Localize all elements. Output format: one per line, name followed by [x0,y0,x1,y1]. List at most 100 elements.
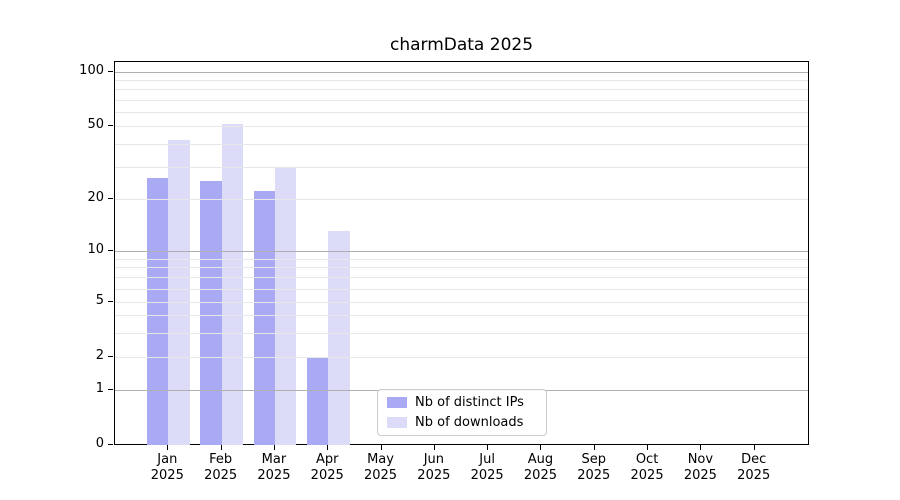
y-tick-mark [108,71,113,72]
x-tick-year: 2025 [683,468,717,483]
x-tick-month: Aug [527,452,554,467]
y-tick-label: 50 [87,117,104,132]
y-tick-mark [108,356,113,357]
gridline-minor [115,99,808,101]
bar-downloads-feb [221,124,243,445]
bar-distinct-ips-mar [253,191,275,445]
y-tick-mark [108,198,113,199]
x-tick-label-oct: Oct 2025 [615,452,679,484]
legend: Nb of distinct IPs Nb of downloads [377,389,547,436]
gridline-minor [115,258,808,260]
x-tick-mark [540,445,542,450]
x-tick-mark [220,445,222,450]
gridline-minor [115,302,808,303]
x-tick-month: Dec [741,452,767,467]
x-tick-label-mar: Mar 2025 [242,452,306,484]
y-tick-mark [108,301,113,302]
bar-downloads-apr [328,231,350,445]
x-tick-month: Nov [687,452,714,467]
bar-downloads-mar [274,166,297,445]
x-tick-month: Mar [261,452,287,467]
x-tick-label-feb: Feb 2025 [189,452,253,484]
x-tick-mark [753,445,755,450]
y-tick-label: 5 [95,293,104,308]
x-tick-month: Sep [581,452,607,467]
x-tick-mark [647,445,649,450]
x-tick-year: 2025 [577,468,611,483]
x-tick-label-may: May 2025 [349,452,413,484]
x-tick-mark [380,445,382,450]
x-tick-label-sep: Sep 2025 [562,452,626,484]
x-tick-year: 2025 [523,468,557,483]
x-tick-label-nov: Nov 2025 [668,452,732,484]
gridline-major [115,72,808,73]
gridline-minor [115,111,808,113]
x-tick-year: 2025 [737,468,771,483]
y-tick-label: 10 [87,242,104,257]
x-tick-label-aug: Aug 2025 [508,452,572,484]
x-tick-year: 2025 [310,468,344,483]
legend-label-distinct-ips: Nb of distinct IPs [415,395,524,410]
x-tick-label-dec: Dec 2025 [722,452,786,484]
gridline-minor [115,288,808,290]
y-tick-label: 1 [95,381,104,396]
chart-title: charmData 2025 [389,35,534,55]
x-tick-month: Jan [157,452,178,467]
bar-distinct-ips-feb [200,181,222,445]
gridline-minor [115,315,808,317]
legend-item-downloads: Nb of downloads [387,414,546,431]
x-tick-label-jun: Jun 2025 [402,452,466,484]
x-tick-mark [487,445,489,450]
y-tick-label: 20 [87,190,104,205]
gridline-minor [115,89,808,91]
x-tick-year: 2025 [630,468,664,483]
gridline-major [115,251,808,252]
y-tick-mark [108,389,113,390]
legend-item-distinct-ips: Nb of distinct IPs [387,394,546,411]
x-tick-mark [433,445,435,450]
y-tick-mark [108,444,113,445]
x-tick-month: Jul [479,452,495,467]
x-tick-month: Oct [635,452,659,467]
gridline-minor [115,143,808,145]
bar-distinct-ips-jan [146,178,169,445]
gridline-minor [115,126,808,127]
x-tick-mark [700,445,702,450]
x-tick-month: Apr [315,452,339,467]
x-tick-label-jan: Jan 2025 [135,452,199,484]
y-tick-mark [108,125,113,126]
x-tick-year: 2025 [204,468,238,483]
x-tick-year: 2025 [150,468,184,483]
x-tick-year: 2025 [470,468,504,483]
x-tick-mark [327,445,329,450]
x-tick-label-jul: Jul 2025 [455,452,519,484]
x-tick-year: 2025 [257,468,291,483]
x-tick-label-apr: Apr 2025 [295,452,359,484]
gridline-minor [115,277,808,279]
legend-label-downloads: Nb of downloads [415,415,524,430]
x-tick-mark [167,445,169,450]
x-tick-mark [593,445,595,450]
y-tick-label: 2 [95,348,104,363]
gridline-minor [115,332,808,334]
gridline-minor [115,199,808,200]
gridline-minor [115,267,808,269]
legend-swatch-downloads [387,417,407,428]
y-tick-mark [108,250,113,251]
x-tick-month: Jun [423,452,444,467]
gridline-minor [115,166,808,168]
x-tick-year: 2025 [363,468,398,483]
x-tick-month: Feb [209,452,233,467]
x-tick-mark [273,445,275,450]
y-tick-label: 100 [79,63,104,78]
plot-area: Nb of distinct IPs Nb of downloads [114,61,809,445]
gridline-minor [115,80,808,82]
bar-distinct-ips-apr [306,357,329,445]
y-tick-label: 0 [95,436,104,451]
legend-swatch-distinct-ips [387,397,407,408]
bar-downloads-jan [168,139,190,445]
x-tick-year: 2025 [417,468,451,483]
gridline-minor [115,357,808,358]
x-tick-month: May [367,452,394,467]
